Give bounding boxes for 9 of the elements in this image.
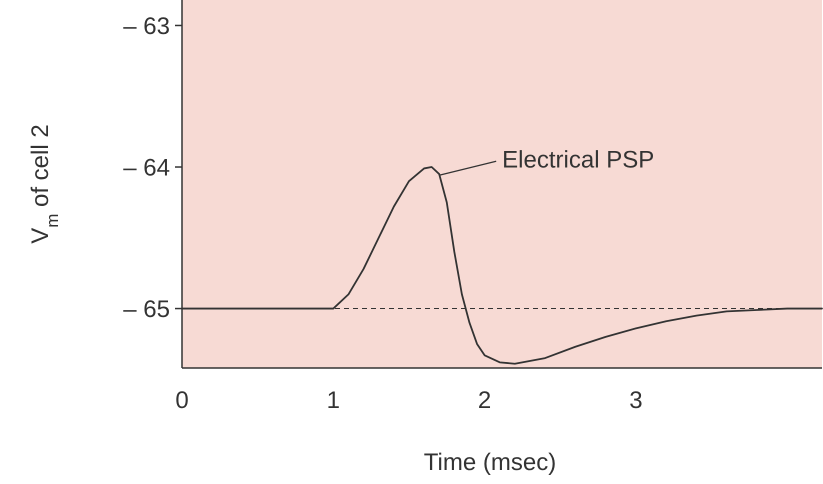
x-tick-label: 0 (175, 387, 189, 414)
annotation: Electrical PSP (502, 146, 654, 174)
y-tick-label: – 64 (123, 154, 170, 182)
y-tick-label: – 63 (123, 12, 170, 40)
y-tick-label: – 65 (123, 296, 170, 323)
x-tick-label: 3 (629, 387, 643, 414)
x-tick-label: 1 (326, 387, 340, 414)
x-tick-label: 2 (478, 387, 492, 414)
x-axis-title: Time (msec) (424, 449, 556, 476)
